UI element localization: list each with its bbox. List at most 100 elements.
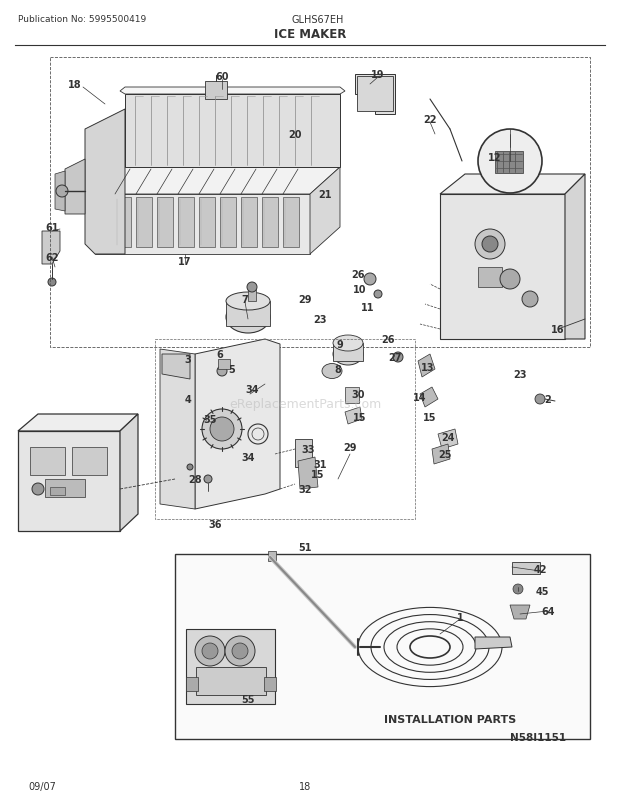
Polygon shape <box>42 232 60 265</box>
Text: 61: 61 <box>45 223 59 233</box>
Polygon shape <box>195 339 280 509</box>
Text: 15: 15 <box>353 412 367 423</box>
Text: 18: 18 <box>299 781 311 791</box>
Text: 33: 33 <box>301 444 315 455</box>
Ellipse shape <box>333 335 363 351</box>
Text: 14: 14 <box>414 392 427 403</box>
Polygon shape <box>355 75 395 115</box>
Polygon shape <box>18 415 138 431</box>
Text: 2: 2 <box>544 395 551 404</box>
Text: 15: 15 <box>311 469 325 480</box>
Bar <box>345 387 359 403</box>
Text: 3: 3 <box>185 354 192 365</box>
Bar <box>186 677 198 691</box>
Text: 30: 30 <box>352 390 365 399</box>
Bar <box>512 562 540 574</box>
Text: 23: 23 <box>313 314 327 325</box>
Circle shape <box>204 476 212 484</box>
Polygon shape <box>18 431 120 532</box>
Text: 26: 26 <box>352 269 365 280</box>
Circle shape <box>522 292 538 308</box>
Text: 18: 18 <box>68 80 82 90</box>
Polygon shape <box>95 195 310 255</box>
Circle shape <box>32 484 44 496</box>
Text: 62: 62 <box>45 253 59 263</box>
Polygon shape <box>115 198 131 248</box>
Polygon shape <box>55 172 65 212</box>
Text: 28: 28 <box>188 475 202 484</box>
Text: 1: 1 <box>456 612 463 622</box>
Polygon shape <box>160 350 195 509</box>
Text: 09/07: 09/07 <box>28 781 56 791</box>
Text: 12: 12 <box>488 153 502 163</box>
Polygon shape <box>440 195 565 339</box>
Text: ICE MAKER: ICE MAKER <box>274 28 346 42</box>
Polygon shape <box>220 198 236 248</box>
Bar <box>155 339 415 520</box>
Polygon shape <box>120 88 345 95</box>
Circle shape <box>478 130 542 194</box>
Bar <box>478 268 502 288</box>
Text: 17: 17 <box>179 257 192 267</box>
Bar <box>175 554 590 739</box>
Text: 24: 24 <box>441 432 454 443</box>
Bar <box>218 359 230 370</box>
Bar <box>72 448 107 476</box>
Text: 9: 9 <box>337 339 343 350</box>
Text: 15: 15 <box>423 412 436 423</box>
Text: 29: 29 <box>298 294 312 305</box>
Bar <box>268 551 276 561</box>
Polygon shape <box>283 198 299 248</box>
Text: 4: 4 <box>185 395 192 404</box>
Circle shape <box>48 278 56 286</box>
Circle shape <box>535 395 545 404</box>
Text: 64: 64 <box>541 606 555 616</box>
Text: 26: 26 <box>381 334 395 345</box>
Bar <box>264 677 276 691</box>
Bar <box>226 302 270 326</box>
Polygon shape <box>262 198 278 248</box>
Text: 11: 11 <box>361 302 374 313</box>
Circle shape <box>187 464 193 471</box>
Circle shape <box>202 643 218 659</box>
Text: 51: 51 <box>298 542 312 553</box>
Text: eReplacementParts.com: eReplacementParts.com <box>229 398 381 411</box>
Bar <box>495 152 523 174</box>
Text: 34: 34 <box>241 452 255 463</box>
Bar <box>196 667 266 695</box>
Text: 6: 6 <box>216 350 223 359</box>
Bar <box>30 448 65 476</box>
Text: 22: 22 <box>423 115 436 125</box>
Polygon shape <box>418 354 435 378</box>
Polygon shape <box>186 630 275 704</box>
Text: 7: 7 <box>242 294 249 305</box>
Polygon shape <box>136 198 152 248</box>
Polygon shape <box>295 439 312 468</box>
Polygon shape <box>199 198 215 248</box>
Text: 42: 42 <box>533 565 547 574</box>
Ellipse shape <box>322 364 342 379</box>
Circle shape <box>475 229 505 260</box>
Circle shape <box>217 367 227 376</box>
Circle shape <box>482 237 498 253</box>
Bar <box>45 480 85 497</box>
Circle shape <box>210 418 234 441</box>
Circle shape <box>195 636 225 666</box>
Bar <box>333 343 363 362</box>
Ellipse shape <box>333 343 363 366</box>
Text: 21: 21 <box>318 190 332 200</box>
Ellipse shape <box>226 293 270 310</box>
Text: GLHS67EH: GLHS67EH <box>292 15 344 25</box>
Circle shape <box>500 269 520 290</box>
Text: 32: 32 <box>298 484 312 494</box>
Circle shape <box>225 636 255 666</box>
Text: 16: 16 <box>551 325 565 334</box>
Polygon shape <box>432 444 450 464</box>
Text: INSTALLATION PARTS: INSTALLATION PARTS <box>384 714 516 724</box>
Polygon shape <box>420 387 438 407</box>
Text: Publication No: 5995500419: Publication No: 5995500419 <box>18 15 146 25</box>
Bar <box>50 488 65 496</box>
Polygon shape <box>125 95 340 168</box>
Polygon shape <box>241 198 257 248</box>
Circle shape <box>56 186 68 198</box>
